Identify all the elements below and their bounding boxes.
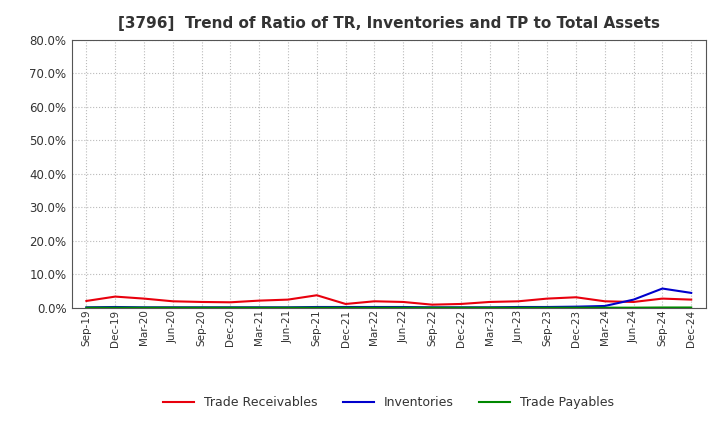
Inventories (226, 304, 235, 310)
Trade Payables (82, 305, 91, 310)
Trade Payables (600, 305, 609, 310)
Trade Receivables (572, 295, 580, 300)
Inventories (284, 304, 292, 310)
Trade Receivables (600, 299, 609, 304)
Trade Payables (658, 305, 667, 310)
Inventories (399, 304, 408, 310)
Trade Receivables (428, 302, 436, 307)
Inventories (82, 304, 91, 310)
Inventories (514, 304, 523, 310)
Trade Receivables (255, 298, 264, 303)
Trade Receivables (82, 298, 91, 304)
Trade Receivables (456, 301, 465, 307)
Inventories (341, 304, 350, 310)
Trade Receivables (399, 299, 408, 304)
Inventories (572, 304, 580, 309)
Title: [3796]  Trend of Ratio of TR, Inventories and TP to Total Assets: [3796] Trend of Ratio of TR, Inventories… (118, 16, 660, 32)
Trade Payables (428, 305, 436, 310)
Inventories (255, 304, 264, 310)
Inventories (600, 303, 609, 308)
Trade Payables (572, 305, 580, 310)
Trade Receivables (658, 296, 667, 301)
Trade Payables (370, 305, 379, 310)
Trade Payables (226, 305, 235, 310)
Inventories (197, 304, 206, 310)
Trade Payables (197, 305, 206, 310)
Trade Receivables (197, 299, 206, 304)
Trade Receivables (543, 296, 552, 301)
Trade Payables (485, 305, 494, 310)
Trade Payables (629, 305, 638, 310)
Trade Payables (111, 305, 120, 310)
Trade Payables (312, 305, 321, 310)
Trade Receivables (168, 299, 177, 304)
Inventories (629, 297, 638, 302)
Legend: Trade Receivables, Inventories, Trade Payables: Trade Receivables, Inventories, Trade Pa… (158, 392, 619, 414)
Inventories (687, 290, 696, 296)
Trade Receivables (514, 299, 523, 304)
Trade Receivables (370, 299, 379, 304)
Trade Receivables (140, 296, 148, 301)
Inventories (370, 304, 379, 310)
Trade Payables (255, 305, 264, 310)
Trade Receivables (111, 294, 120, 299)
Trade Receivables (629, 299, 638, 304)
Trade Receivables (226, 300, 235, 305)
Trade Payables (456, 305, 465, 310)
Trade Payables (168, 305, 177, 310)
Inventories (485, 304, 494, 310)
Trade Payables (687, 305, 696, 310)
Trade Payables (140, 305, 148, 310)
Inventories (428, 304, 436, 310)
Line: Inventories: Inventories (86, 289, 691, 307)
Trade Payables (514, 305, 523, 310)
Inventories (168, 304, 177, 310)
Inventories (456, 304, 465, 310)
Trade Receivables (312, 293, 321, 298)
Inventories (111, 304, 120, 310)
Trade Receivables (687, 297, 696, 302)
Trade Receivables (284, 297, 292, 302)
Trade Payables (399, 305, 408, 310)
Line: Trade Receivables: Trade Receivables (86, 295, 691, 304)
Inventories (312, 304, 321, 310)
Trade Payables (284, 305, 292, 310)
Trade Receivables (341, 301, 350, 307)
Trade Payables (341, 305, 350, 310)
Inventories (140, 304, 148, 310)
Trade Payables (543, 305, 552, 310)
Inventories (658, 286, 667, 291)
Inventories (543, 304, 552, 310)
Trade Receivables (485, 299, 494, 304)
